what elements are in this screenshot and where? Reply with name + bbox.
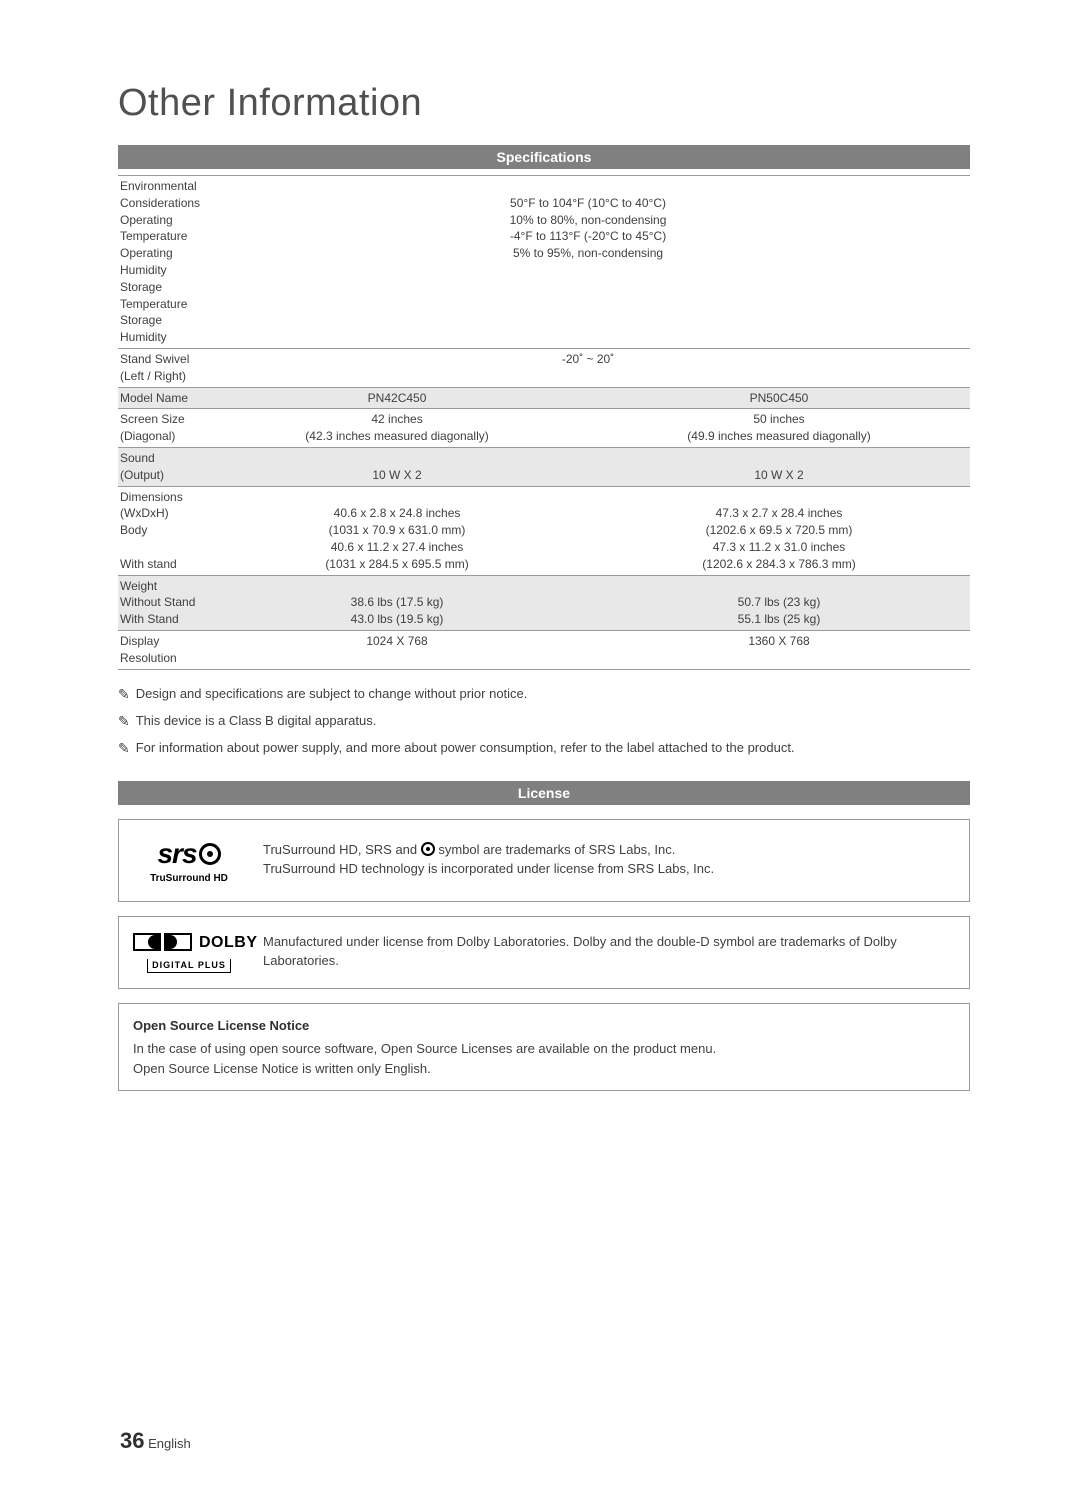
license-box-open-source: Open Source License Notice In the case o…: [118, 1003, 970, 1092]
row-environmental: Environmental Considerations Operating T…: [118, 176, 970, 349]
dim-a-body-in: 40.6 x 2.8 x 24.8 inches: [212, 505, 582, 522]
dim-b-stand-in: 47.3 x 11.2 x 31.0 inches: [594, 539, 964, 556]
license-box-dolby: DOLBY DIGITAL PLUS Manufactured under li…: [118, 916, 970, 989]
dim-stand-label: With stand: [120, 556, 200, 573]
row-dimensions: Dimensions (WxDxH) Body With stand 40.6 …: [118, 486, 970, 575]
row-weight: Weight Without Stand With Stand 38.6 lbs…: [118, 575, 970, 630]
model-b: PN50C450: [588, 387, 970, 409]
note-1-text: Design and specifications are subject to…: [136, 686, 528, 701]
note-1: ✎ Design and specifications are subject …: [118, 686, 970, 703]
srs-text: TruSurround HD, SRS and symbol are trade…: [263, 841, 714, 879]
srs-symbol-icon: [421, 842, 435, 856]
op-temp-val: 50°F to 104°F (10°C to 40°C): [212, 195, 964, 212]
swivel-label: Stand Swivel (Left / Right): [118, 348, 206, 387]
open-source-line1: In the case of using open source softwar…: [133, 1039, 955, 1059]
page-language: English: [148, 1436, 191, 1451]
res-label: Display Resolution: [118, 630, 206, 669]
screen-b2: (49.9 inches measured diagonally): [594, 428, 964, 445]
dim-a-stand-mm: (1031 x 284.5 x 695.5 mm): [212, 556, 582, 573]
weight-wo-label: Without Stand: [120, 594, 200, 611]
screen-b1: 50 inches: [594, 411, 964, 428]
note-2: ✎ This device is a Class B digital appar…: [118, 713, 970, 730]
st-temp-val: -4°F to 113°F (-20°C to 45°C): [212, 228, 964, 245]
weight-b-w: 55.1 lbs (25 kg): [594, 611, 964, 628]
row-resolution: Display Resolution 1024 X 768 1360 X 768: [118, 630, 970, 669]
st-hum-label: Storage Humidity: [120, 312, 200, 346]
page-footer: 36 English: [120, 1428, 191, 1454]
dim-a-body-mm: (1031 x 70.9 x 631.0 mm): [212, 522, 582, 539]
dim-b-body-in: 47.3 x 2.7 x 28.4 inches: [594, 505, 964, 522]
screen-sublabel: (Diagonal): [120, 428, 200, 445]
env-considerations-label: Environmental Considerations: [120, 178, 200, 212]
dolby-logo-name: DOLBY: [199, 931, 258, 954]
res-b: 1360 X 768: [588, 630, 970, 669]
note-3-text: For information about power supply, and …: [136, 740, 795, 755]
dim-b-stand-mm: (1202.6 x 284.3 x 786.3 mm): [594, 556, 964, 573]
page-number: 36: [120, 1428, 144, 1453]
srs-line2: TruSurround HD technology is incorporate…: [263, 861, 714, 876]
srs-logo-main: srs: [157, 834, 196, 875]
weight-w-label: With Stand: [120, 611, 200, 628]
notes-block: ✎ Design and specifications are subject …: [118, 686, 970, 757]
screen-a1: 42 inches: [212, 411, 582, 428]
page-title: Other Information: [118, 82, 970, 125]
section-header-specifications: Specifications: [118, 145, 970, 169]
op-hum-label: Operating Humidity: [120, 245, 200, 279]
sound-sublabel: (Output): [120, 467, 200, 484]
license-box-srs: srs TruSurround HD TruSurround HD, SRS a…: [118, 819, 970, 902]
swivel-val: -20˚ ~ 20˚: [206, 348, 970, 387]
sound-b: 10 W X 2: [754, 468, 803, 482]
open-source-title: Open Source License Notice: [133, 1016, 955, 1036]
note-icon: ✎: [118, 686, 130, 703]
row-swivel: Stand Swivel (Left / Right) -20˚ ~ 20˚: [118, 348, 970, 387]
dolby-d-right-icon: [164, 933, 192, 951]
st-hum-val: 5% to 95%, non-condensing: [212, 245, 964, 262]
dim-b-body-mm: (1202.6 x 69.5 x 720.5 mm): [594, 522, 964, 539]
st-temp-label: Storage Temperature: [120, 279, 200, 313]
dolby-logo: DOLBY DIGITAL PLUS: [133, 931, 245, 974]
weight-a-wo: 38.6 lbs (17.5 kg): [212, 594, 582, 611]
dolby-logo-sub: DIGITAL PLUS: [147, 959, 231, 973]
note-3: ✎ For information about power supply, an…: [118, 740, 970, 757]
dim-body-label: Body: [120, 522, 200, 539]
srs-circle-icon: [199, 843, 221, 865]
res-a: 1024 X 768: [206, 630, 588, 669]
srs-line1-post: symbol are trademarks of SRS Labs, Inc.: [435, 842, 676, 857]
dolby-d-left-icon: [133, 933, 161, 951]
op-temp-label: Operating Temperature: [120, 212, 200, 246]
srs-logo: srs TruSurround HD: [133, 834, 245, 887]
note-icon: ✎: [118, 740, 130, 757]
srs-logo-sub: TruSurround HD: [133, 872, 245, 887]
specifications-table: Environmental Considerations Operating T…: [118, 175, 970, 670]
weight-label: Weight: [120, 578, 200, 595]
row-model-name: Model Name PN42C450 PN50C450: [118, 387, 970, 409]
note-2-text: This device is a Class B digital apparat…: [136, 713, 377, 728]
weight-b-wo: 50.7 lbs (23 kg): [594, 594, 964, 611]
model-label: Model Name: [118, 387, 206, 409]
model-a: PN42C450: [206, 387, 588, 409]
note-icon: ✎: [118, 713, 130, 730]
row-screen-size: Screen Size (Diagonal) 42 inches (42.3 i…: [118, 409, 970, 448]
srs-line1-pre: TruSurround HD, SRS and: [263, 842, 421, 857]
sound-label: Sound: [120, 450, 200, 467]
open-source-line2: Open Source License Notice is written on…: [133, 1059, 955, 1079]
weight-a-w: 43.0 lbs (19.5 kg): [212, 611, 582, 628]
row-sound: Sound (Output) 10 W X 2 10 W X 2: [118, 447, 970, 486]
sound-a: 10 W X 2: [372, 468, 421, 482]
screen-label: Screen Size: [120, 411, 200, 428]
dim-a-stand-in: 40.6 x 11.2 x 27.4 inches: [212, 539, 582, 556]
dolby-text: Manufactured under license from Dolby La…: [263, 933, 955, 971]
screen-a2: (42.3 inches measured diagonally): [212, 428, 582, 445]
section-header-license: License: [118, 781, 970, 805]
dim-label: Dimensions (WxDxH): [120, 489, 200, 523]
op-hum-val: 10% to 80%, non-condensing: [212, 212, 964, 229]
